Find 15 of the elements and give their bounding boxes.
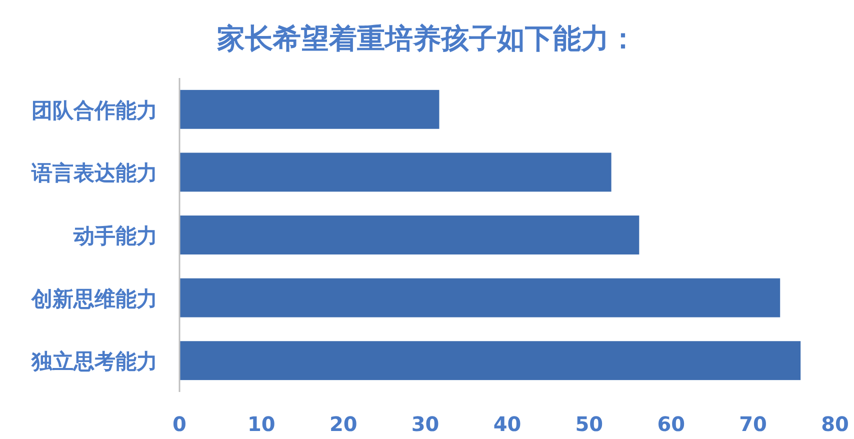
x-tick-label: 30: [411, 412, 440, 436]
x-tick-label: 60: [657, 412, 686, 436]
y-tick-label: 语言表达能力: [30, 161, 158, 186]
y-tick-label: 团队合作能力: [32, 98, 158, 122]
x-tick-label: 20: [329, 412, 358, 436]
x-tick-label: 0: [172, 412, 186, 436]
y-tick-label: 动手能力: [72, 224, 158, 248]
x-tick-label: 80: [821, 412, 849, 436]
y-tick-label: 独立思考能力: [30, 350, 158, 374]
x-tick-label: 50: [575, 412, 604, 436]
title: 家长希望着重培养孩子如下能力：: [217, 22, 637, 55]
x-tick-label: 10: [248, 412, 276, 436]
y-tick-label: 创新思维能力: [30, 286, 158, 311]
x-tick-label: 40: [493, 412, 522, 436]
x-tick-label: 70: [739, 412, 767, 436]
